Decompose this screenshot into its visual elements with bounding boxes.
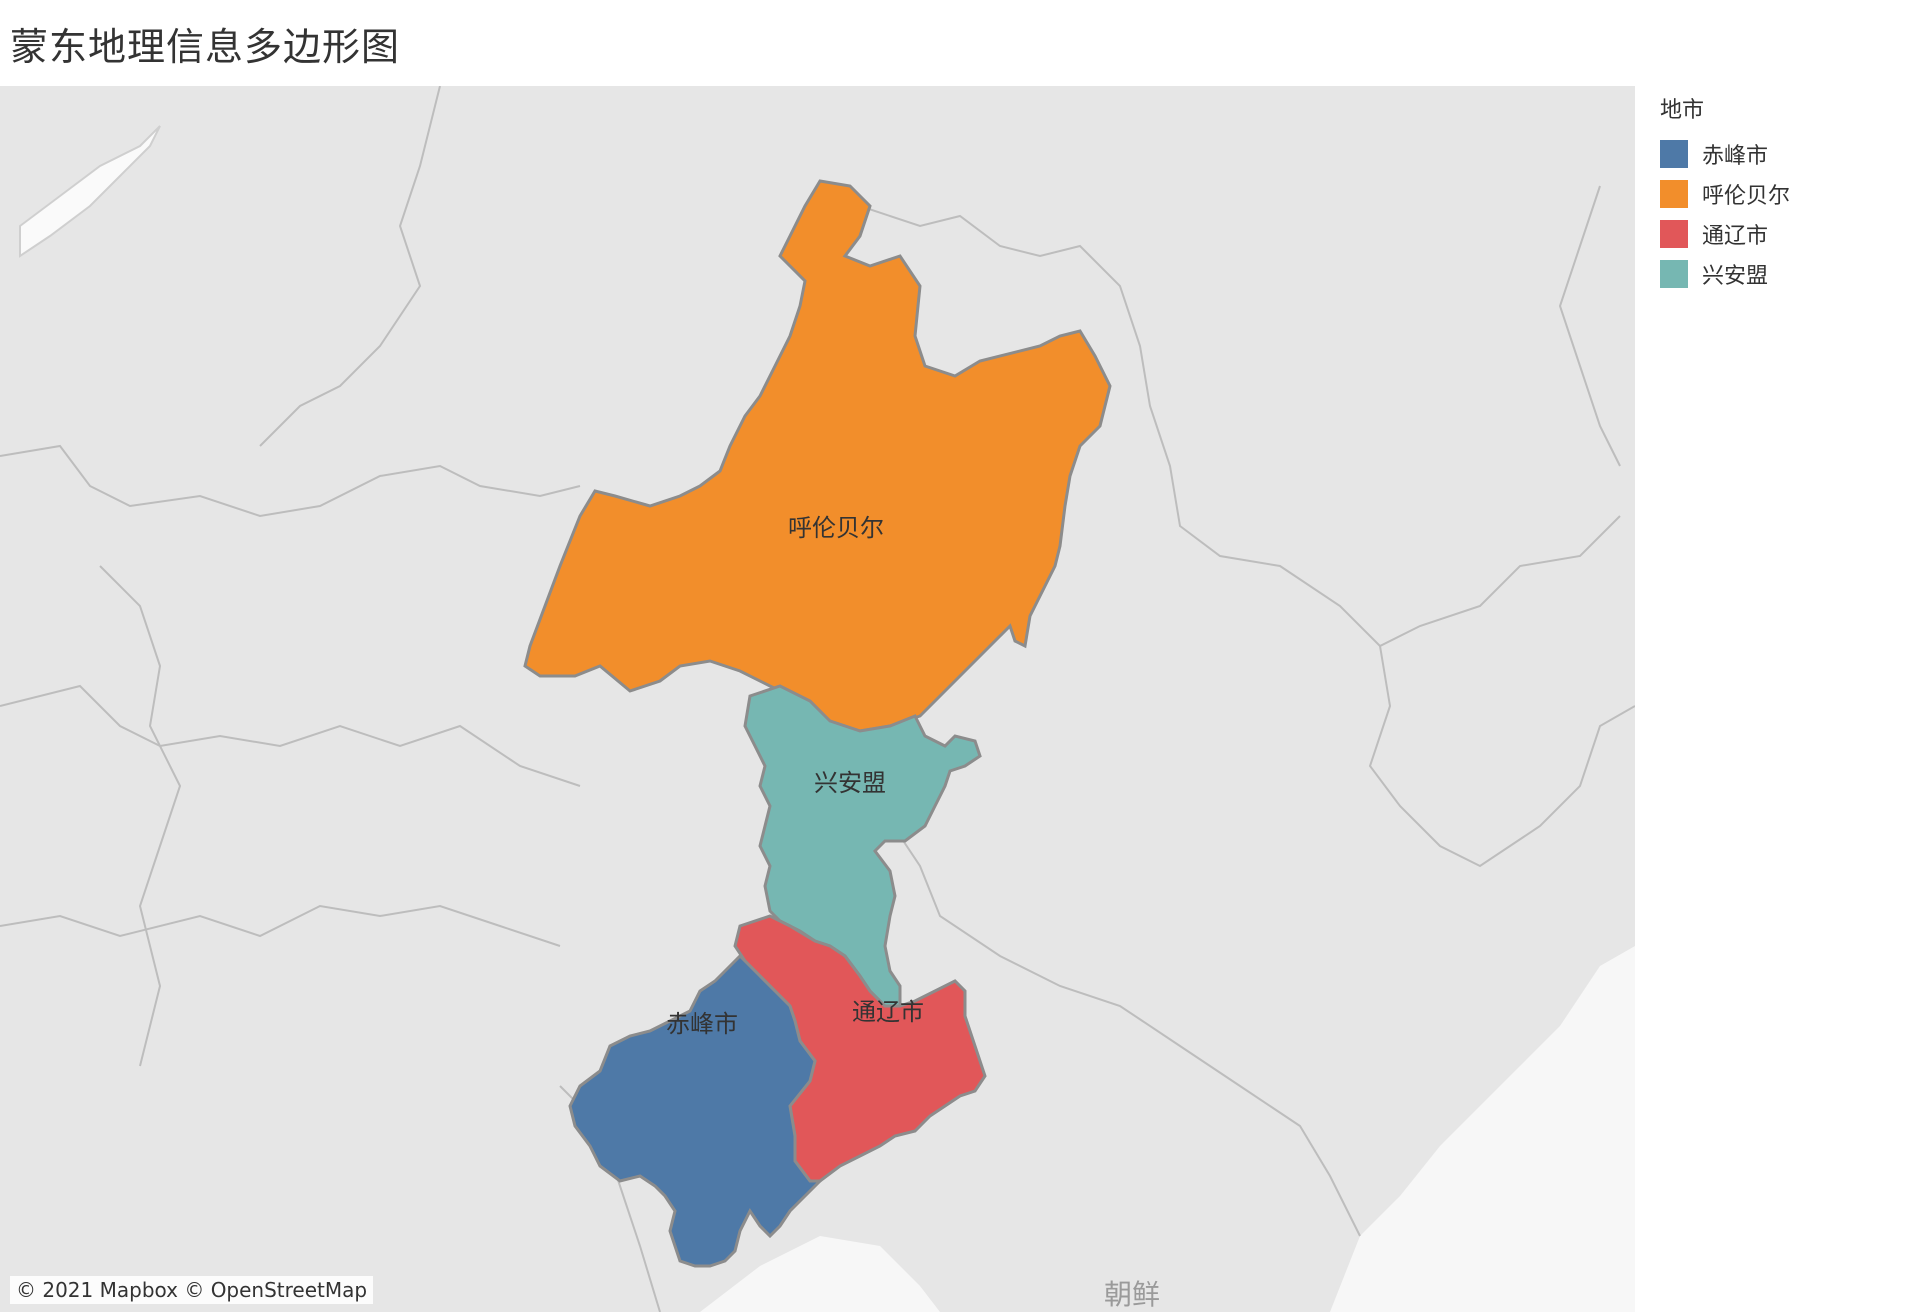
- legend-label: 通辽市: [1702, 224, 1769, 249]
- border-lines: [0, 86, 1635, 1312]
- region-shape[interactable]: [568, 953, 824, 1268]
- region-label-tongliao: 通辽市: [852, 998, 924, 1026]
- legend-item-hulunbuir[interactable]: 呼伦贝尔: [1660, 174, 1910, 214]
- legend-swatch: [1660, 180, 1688, 208]
- legend-swatch: [1660, 220, 1688, 248]
- region-hinggan[interactable]: 兴安盟: [743, 684, 982, 1008]
- legend-swatch: [1660, 140, 1688, 168]
- legend-label: 兴安盟: [1702, 264, 1769, 289]
- legend-swatch: [1660, 260, 1688, 288]
- page-title: 蒙东地理信息多边形图: [10, 25, 401, 69]
- legend-label: 赤峰市: [1702, 144, 1769, 169]
- region-label-chifeng: 赤峰市: [666, 1010, 738, 1038]
- legend-item-hinggan[interactable]: 兴安盟: [1660, 254, 1910, 294]
- map-view[interactable]: 呼伦贝尔 兴安盟 通辽市 赤峰市 朝鲜 © 2021 Mapbox © Open…: [0, 86, 1635, 1312]
- sea-area: [1330, 946, 1635, 1312]
- lake-shape: [19, 125, 161, 258]
- legend-title: 地市: [1660, 98, 1705, 123]
- bay-area: [700, 1236, 940, 1312]
- map-attribution[interactable]: © 2021 Mapbox © OpenStreetMap: [10, 1276, 374, 1304]
- region-hulunbuir[interactable]: 呼伦贝尔: [523, 179, 1112, 733]
- region-shape[interactable]: [743, 684, 982, 1008]
- region-label-hulunbuir: 呼伦贝尔: [788, 514, 884, 542]
- region-label-hinggan: 兴安盟: [814, 769, 886, 797]
- map-label-korea: 朝鲜: [1104, 1278, 1160, 1311]
- legend-item-tongliao[interactable]: 通辽市: [1660, 214, 1910, 254]
- legend: 地市 赤峰市 呼伦贝尔 通辽市 兴安盟: [1660, 92, 1910, 294]
- legend-item-chifeng[interactable]: 赤峰市: [1660, 134, 1910, 174]
- region-chifeng[interactable]: 赤峰市: [568, 953, 824, 1268]
- map-svg[interactable]: 呼伦贝尔 兴安盟 通辽市 赤峰市 朝鲜: [0, 86, 1635, 1312]
- legend-label: 呼伦贝尔: [1702, 184, 1791, 209]
